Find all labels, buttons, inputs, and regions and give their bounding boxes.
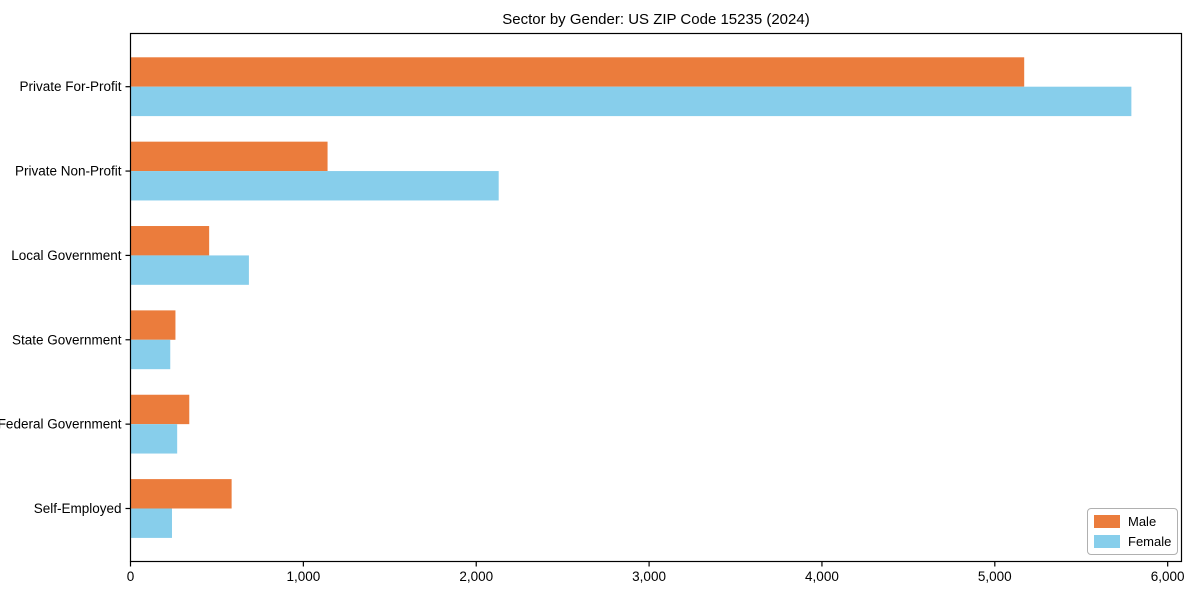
bar-male-5: [130, 479, 232, 509]
male-swatch: [1094, 515, 1120, 528]
bar-male-3: [130, 310, 176, 340]
chart-title: Sector by Gender: US ZIP Code 15235 (202…: [502, 11, 810, 28]
legend-item-female: Female: [1094, 534, 1171, 549]
plot-border: [129, 32, 1183, 563]
y-category-label: Self-Employed: [34, 501, 122, 516]
bar-female-4: [130, 424, 178, 454]
y-category-label: Federal Government: [0, 417, 122, 432]
x-tick-label: 2,000: [459, 569, 493, 584]
x-tick-label: 0: [127, 569, 135, 584]
y-category-label: Private For-Profit: [19, 79, 121, 94]
bar-female-1: [130, 171, 499, 201]
y-category-label: Private Non-Profit: [15, 164, 122, 179]
x-tick-label: 4,000: [805, 569, 839, 584]
bar-male-0: [130, 57, 1025, 87]
legend-label-female: Female: [1128, 534, 1172, 549]
bar-female-5: [130, 508, 172, 538]
female-swatch: [1094, 535, 1120, 548]
x-tick-label: 1,000: [286, 569, 320, 584]
x-tick-label: 3,000: [632, 569, 666, 584]
bar-female-2: [130, 255, 249, 285]
y-category-label: Local Government: [11, 248, 122, 263]
x-tick-label: 6,000: [1151, 569, 1185, 584]
bar-male-2: [130, 226, 210, 256]
bar-male-1: [130, 141, 328, 172]
x-tick-label: 5,000: [978, 569, 1012, 584]
legend: Male Female: [1087, 508, 1178, 555]
y-category-label: State Government: [12, 332, 122, 347]
bar-female-0: [130, 86, 1132, 117]
legend-label-male: Male: [1128, 514, 1157, 529]
bar-male-4: [130, 394, 190, 425]
bar-female-3: [130, 339, 171, 370]
legend-item-male: Male: [1094, 514, 1171, 529]
